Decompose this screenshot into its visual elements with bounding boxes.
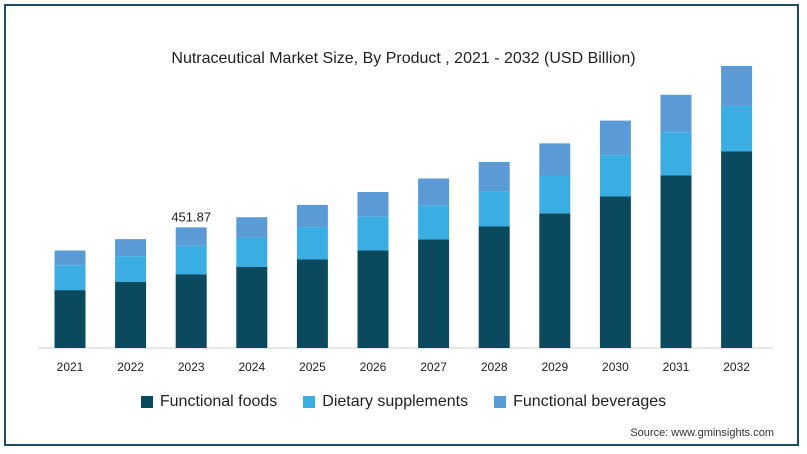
bar-functional-beverages-2023 — [175, 227, 207, 246]
bar-dietary-supplements-2022 — [115, 256, 147, 282]
legend-label-dietary-supplements: Dietary supplements — [322, 393, 469, 410]
legend-label-functional-beverages: Functional beverages — [513, 393, 667, 410]
x-tick-label-2024: 2024 — [238, 360, 265, 374]
bar-functional-beverages-2024 — [236, 217, 268, 238]
bar-functional-foods-2027 — [418, 239, 450, 348]
bar-functional-beverages-2027 — [418, 178, 450, 206]
legend-swatch-functional-beverages — [494, 396, 507, 408]
bar-functional-foods-2032 — [721, 151, 753, 348]
bar-dietary-supplements-2023 — [175, 245, 207, 275]
legend: Functional foods Dietary supplements Fun… — [0, 393, 807, 411]
data-label-2023: 451.87 — [171, 209, 211, 224]
bar-functional-foods-2022 — [115, 281, 147, 348]
bar-dietary-supplements-2029 — [539, 175, 571, 214]
bar-functional-beverages-2028 — [478, 162, 510, 192]
x-tick-label-2025: 2025 — [299, 360, 326, 374]
bar-dietary-supplements-2024 — [236, 237, 268, 267]
x-tick-label-2023: 2023 — [178, 360, 205, 374]
bar-functional-beverages-2022 — [115, 239, 147, 257]
bar-functional-foods-2025 — [296, 259, 328, 348]
bar-functional-beverages-2029 — [539, 143, 571, 176]
legend-label-functional-foods: Functional foods — [159, 393, 278, 410]
bar-functional-beverages-2030 — [599, 120, 631, 156]
bar-functional-beverages-2021 — [54, 250, 86, 266]
x-tick-label-2030: 2030 — [602, 360, 629, 374]
bar-functional-foods-2021 — [54, 290, 86, 348]
source-note: Source: www.gminsights.com — [630, 427, 774, 439]
legend-item-dietary-supplements: Dietary supplements — [303, 393, 468, 411]
x-tick-label-2032: 2032 — [723, 360, 750, 374]
bar-dietary-supplements-2032 — [721, 105, 753, 152]
bar-functional-beverages-2026 — [357, 192, 389, 217]
bar-functional-foods-2031 — [660, 175, 692, 348]
x-tick-label-2026: 2026 — [360, 360, 387, 374]
bar-dietary-supplements-2021 — [54, 265, 86, 291]
bar-functional-beverages-2031 — [660, 94, 692, 133]
bar-functional-beverages-2025 — [296, 204, 328, 228]
x-tick-label-2022: 2022 — [117, 360, 144, 374]
x-tick-label-2021: 2021 — [57, 360, 84, 374]
bar-dietary-supplements-2025 — [296, 227, 328, 260]
bar-functional-foods-2030 — [599, 196, 631, 348]
bar-functional-foods-2026 — [357, 250, 389, 348]
legend-swatch-functional-foods — [140, 396, 153, 408]
x-tick-label-2027: 2027 — [420, 360, 447, 374]
bar-dietary-supplements-2027 — [418, 205, 450, 240]
legend-item-functional-beverages: Functional beverages — [494, 393, 666, 411]
bar-dietary-supplements-2028 — [478, 191, 510, 227]
bar-dietary-supplements-2026 — [357, 216, 389, 251]
bar-dietary-supplements-2031 — [660, 132, 692, 176]
chart-title: Nutraceutical Market Size, By Product , … — [171, 50, 636, 67]
bar-functional-foods-2029 — [539, 213, 571, 348]
bar-functional-foods-2028 — [478, 226, 510, 348]
legend-swatch-dietary-supplements — [303, 396, 316, 408]
x-tick-label-2028: 2028 — [481, 360, 508, 374]
bar-functional-beverages-2032 — [721, 66, 753, 106]
x-tick-label-2031: 2031 — [663, 360, 690, 374]
bar-functional-foods-2024 — [236, 267, 268, 348]
bar-functional-foods-2023 — [175, 274, 207, 348]
legend-item-functional-foods: Functional foods — [140, 393, 278, 411]
x-tick-label-2029: 2029 — [541, 360, 568, 374]
bar-dietary-supplements-2030 — [599, 155, 631, 197]
